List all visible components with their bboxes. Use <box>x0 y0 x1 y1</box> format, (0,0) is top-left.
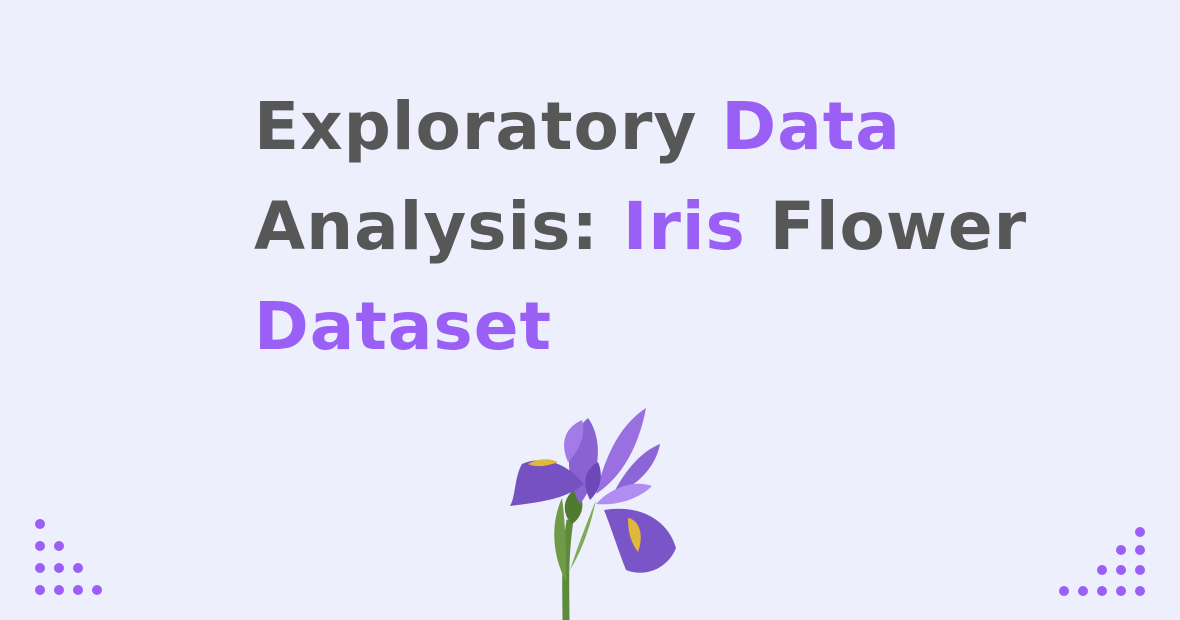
dot <box>1078 586 1088 596</box>
page-title: Exploratory Data Analysis: Iris Flower D… <box>254 77 1027 377</box>
title-text: Flower <box>745 188 1028 265</box>
flower-petal <box>596 408 646 494</box>
dot <box>92 585 102 595</box>
dot-pattern-right <box>1059 527 1145 596</box>
flower-petal <box>564 420 584 462</box>
flower-petal <box>585 462 601 500</box>
dot <box>54 585 64 595</box>
flower-petal <box>596 483 652 505</box>
dot <box>1135 565 1145 575</box>
dot <box>1059 586 1069 596</box>
flower-signal <box>628 518 641 552</box>
title-highlight: Data <box>721 88 901 165</box>
dot <box>35 563 45 573</box>
dot <box>1135 545 1145 555</box>
title-line-3: Dataset <box>254 277 1027 377</box>
dot <box>35 585 45 595</box>
title-text: Analysis: <box>254 188 623 265</box>
flower-leaf <box>554 498 566 582</box>
dot <box>54 563 64 573</box>
dot <box>1116 586 1126 596</box>
dot <box>1097 565 1107 575</box>
dot-pattern-left <box>35 519 102 595</box>
iris-flower-icon <box>510 408 676 620</box>
dot <box>35 541 45 551</box>
title-highlight: Dataset <box>254 288 553 365</box>
dot <box>54 541 64 551</box>
dot <box>1116 545 1126 555</box>
title-line-2: Analysis: Iris Flower <box>254 177 1027 277</box>
dot <box>1116 565 1126 575</box>
dot <box>73 585 83 595</box>
flower-petal <box>510 460 584 506</box>
flower-stem <box>562 519 574 620</box>
flower-signal <box>528 459 558 467</box>
title-highlight: Iris <box>622 188 746 265</box>
title-text: Exploratory <box>254 88 722 165</box>
title-line-1: Exploratory Data <box>254 77 1027 177</box>
dot <box>1135 586 1145 596</box>
flower-leaf <box>570 500 596 570</box>
dot <box>1097 586 1107 596</box>
dot <box>1135 527 1145 537</box>
dot <box>35 519 45 529</box>
dot <box>73 563 83 573</box>
flower-petal <box>612 444 660 496</box>
